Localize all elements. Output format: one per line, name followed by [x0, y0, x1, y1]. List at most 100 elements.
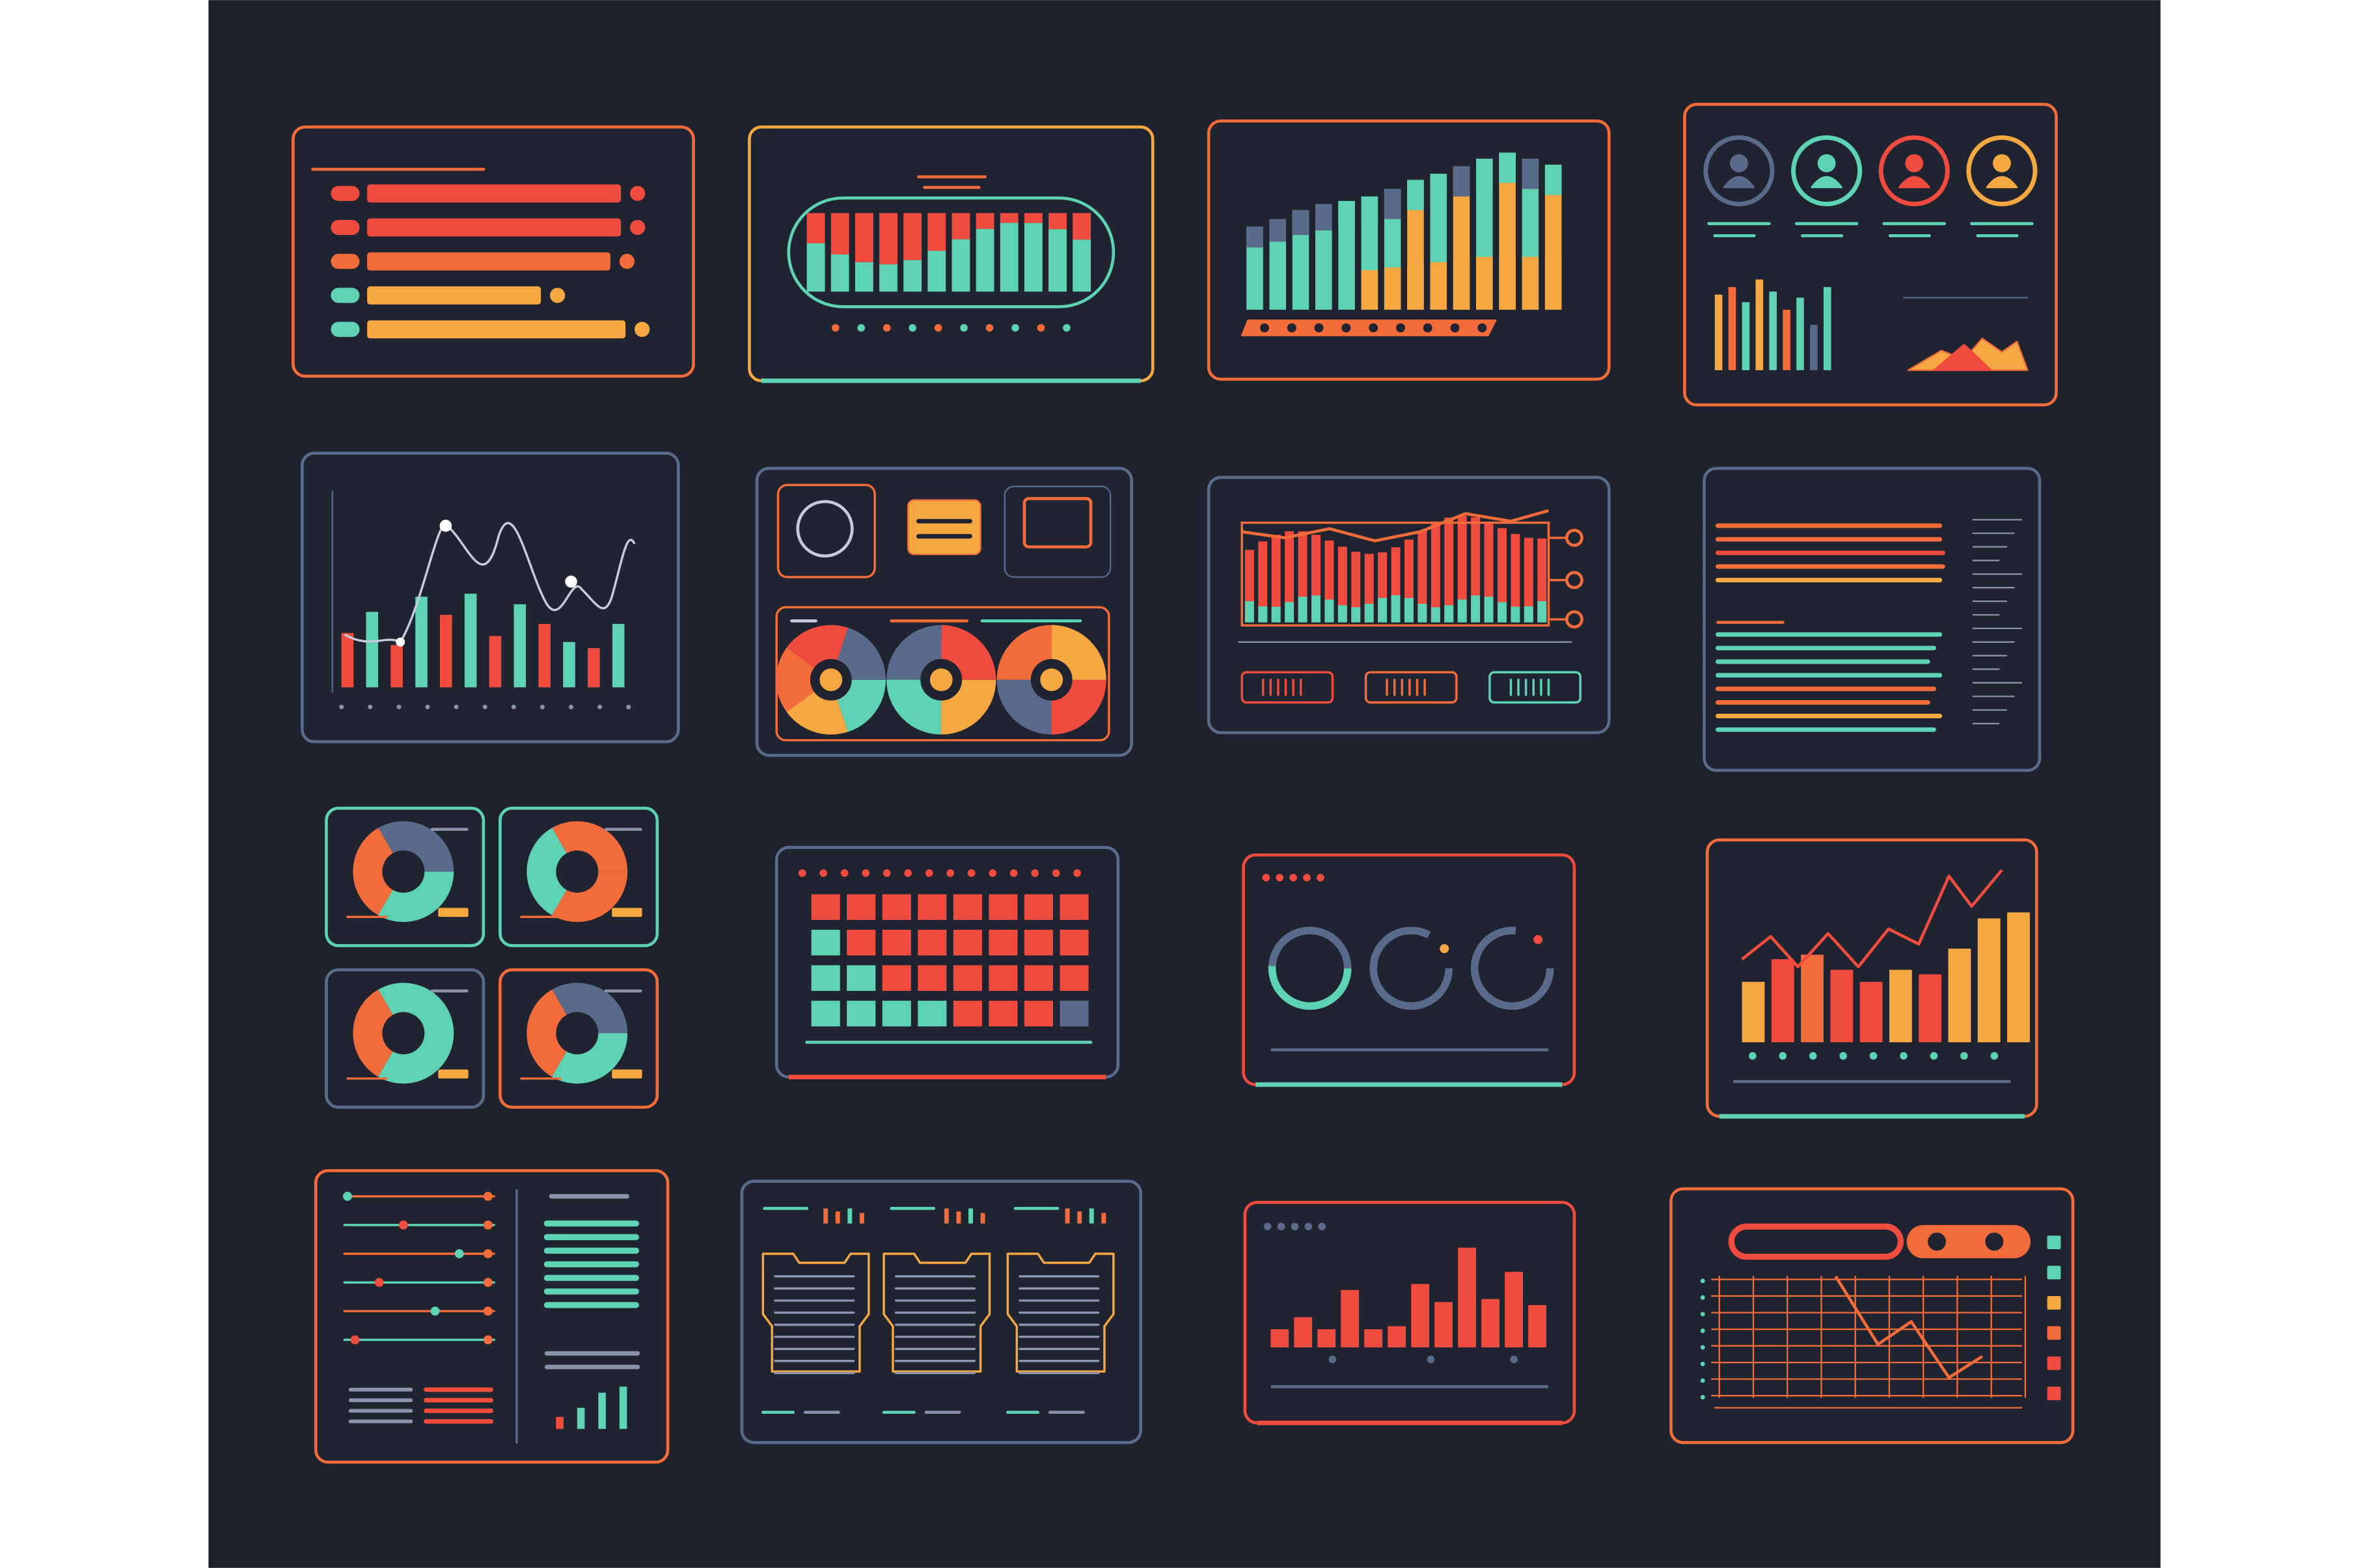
bar — [563, 642, 575, 688]
dot — [1960, 1052, 1968, 1060]
bar — [1524, 606, 1533, 623]
bar — [1258, 606, 1268, 623]
bar — [1361, 270, 1378, 310]
avatar-body — [1986, 176, 2018, 189]
slider-knob — [483, 1306, 493, 1316]
stripe — [806, 213, 825, 243]
widget-frame — [1243, 1200, 1576, 1425]
bar — [944, 1208, 949, 1224]
dot — [831, 324, 840, 332]
document — [761, 1252, 870, 1373]
pill — [331, 185, 360, 201]
bar — [1458, 1247, 1477, 1347]
donut-segment — [776, 625, 886, 735]
cell — [847, 930, 876, 956]
dot — [1341, 323, 1351, 332]
dot — [1450, 323, 1460, 332]
donut-segment — [527, 982, 628, 1084]
bar — [1270, 1329, 1289, 1347]
pill — [331, 219, 360, 236]
dot — [1052, 869, 1060, 877]
cell — [1024, 965, 1054, 992]
donut-segment — [353, 821, 454, 923]
donut-segment — [776, 625, 886, 735]
dot — [339, 705, 344, 710]
stripe — [830, 254, 849, 292]
donut-segment — [353, 821, 454, 923]
donut-segment — [353, 982, 454, 1084]
node — [1565, 571, 1583, 589]
cell — [882, 1001, 911, 1027]
bar — [1244, 601, 1254, 623]
bar — [1484, 597, 1494, 623]
donut-segment — [996, 625, 1106, 735]
widget-frame — [300, 452, 680, 744]
dot — [1779, 1052, 1787, 1060]
bar — [1430, 262, 1447, 310]
bar — [1298, 597, 1308, 623]
bar — [1499, 152, 1516, 183]
donut-segment — [776, 625, 886, 735]
bar — [415, 597, 428, 688]
cell — [989, 930, 1018, 956]
widget-frame — [1703, 466, 2042, 772]
dot — [1063, 324, 1071, 332]
bar — [1285, 531, 1294, 623]
dot — [1031, 869, 1039, 877]
slider-knob — [483, 1249, 493, 1258]
bar — [367, 286, 541, 304]
stripe — [1048, 229, 1067, 292]
stripe — [927, 250, 946, 292]
cell — [1024, 1001, 1054, 1027]
bar — [1823, 287, 1831, 370]
avatar-ring — [1791, 135, 1863, 207]
bar — [1977, 918, 2001, 1042]
bar — [1384, 267, 1401, 310]
dot — [1700, 1328, 1705, 1333]
dot — [1477, 323, 1487, 332]
dot — [482, 705, 487, 710]
bar — [823, 1208, 828, 1224]
bar — [367, 252, 610, 271]
bar — [367, 218, 622, 237]
dot — [1396, 323, 1405, 332]
node — [1565, 528, 1583, 547]
dot — [425, 705, 430, 710]
cell — [1060, 894, 1089, 920]
bar — [2007, 912, 2030, 1042]
icon-box — [776, 483, 876, 578]
bar — [1101, 1213, 1106, 1224]
cell — [918, 1001, 947, 1027]
dot — [368, 705, 373, 710]
cell — [953, 1001, 982, 1027]
stripe — [879, 213, 897, 265]
donut-segment — [886, 625, 996, 735]
stripe — [927, 213, 946, 251]
bar — [1271, 606, 1281, 623]
widget-frame — [292, 125, 695, 378]
cell — [811, 965, 840, 992]
ring — [1268, 926, 1352, 1010]
stripe — [903, 213, 922, 260]
tag — [612, 1069, 642, 1079]
cell — [1024, 894, 1054, 920]
bar — [1476, 256, 1493, 310]
donut-center — [819, 668, 843, 692]
stripe — [1000, 213, 1019, 223]
donut-segment — [527, 821, 628, 923]
bar — [1471, 595, 1481, 623]
dot — [1073, 869, 1081, 877]
dot — [454, 705, 459, 710]
widget-frame — [314, 1169, 670, 1464]
pill — [331, 321, 360, 337]
bar — [1498, 602, 1507, 623]
avatar-head — [1992, 154, 2011, 172]
cell — [1060, 965, 1089, 992]
trend-line — [1741, 869, 2003, 969]
button — [1240, 671, 1334, 704]
stripe — [903, 260, 922, 292]
dot — [1985, 1232, 2004, 1251]
avatar-ring — [1703, 135, 1775, 207]
bar — [1537, 601, 1547, 623]
